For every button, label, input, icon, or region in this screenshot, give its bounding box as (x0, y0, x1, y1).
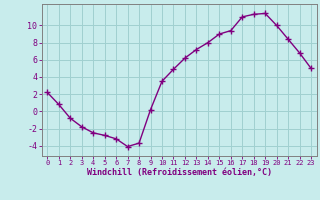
X-axis label: Windchill (Refroidissement éolien,°C): Windchill (Refroidissement éolien,°C) (87, 168, 272, 177)
